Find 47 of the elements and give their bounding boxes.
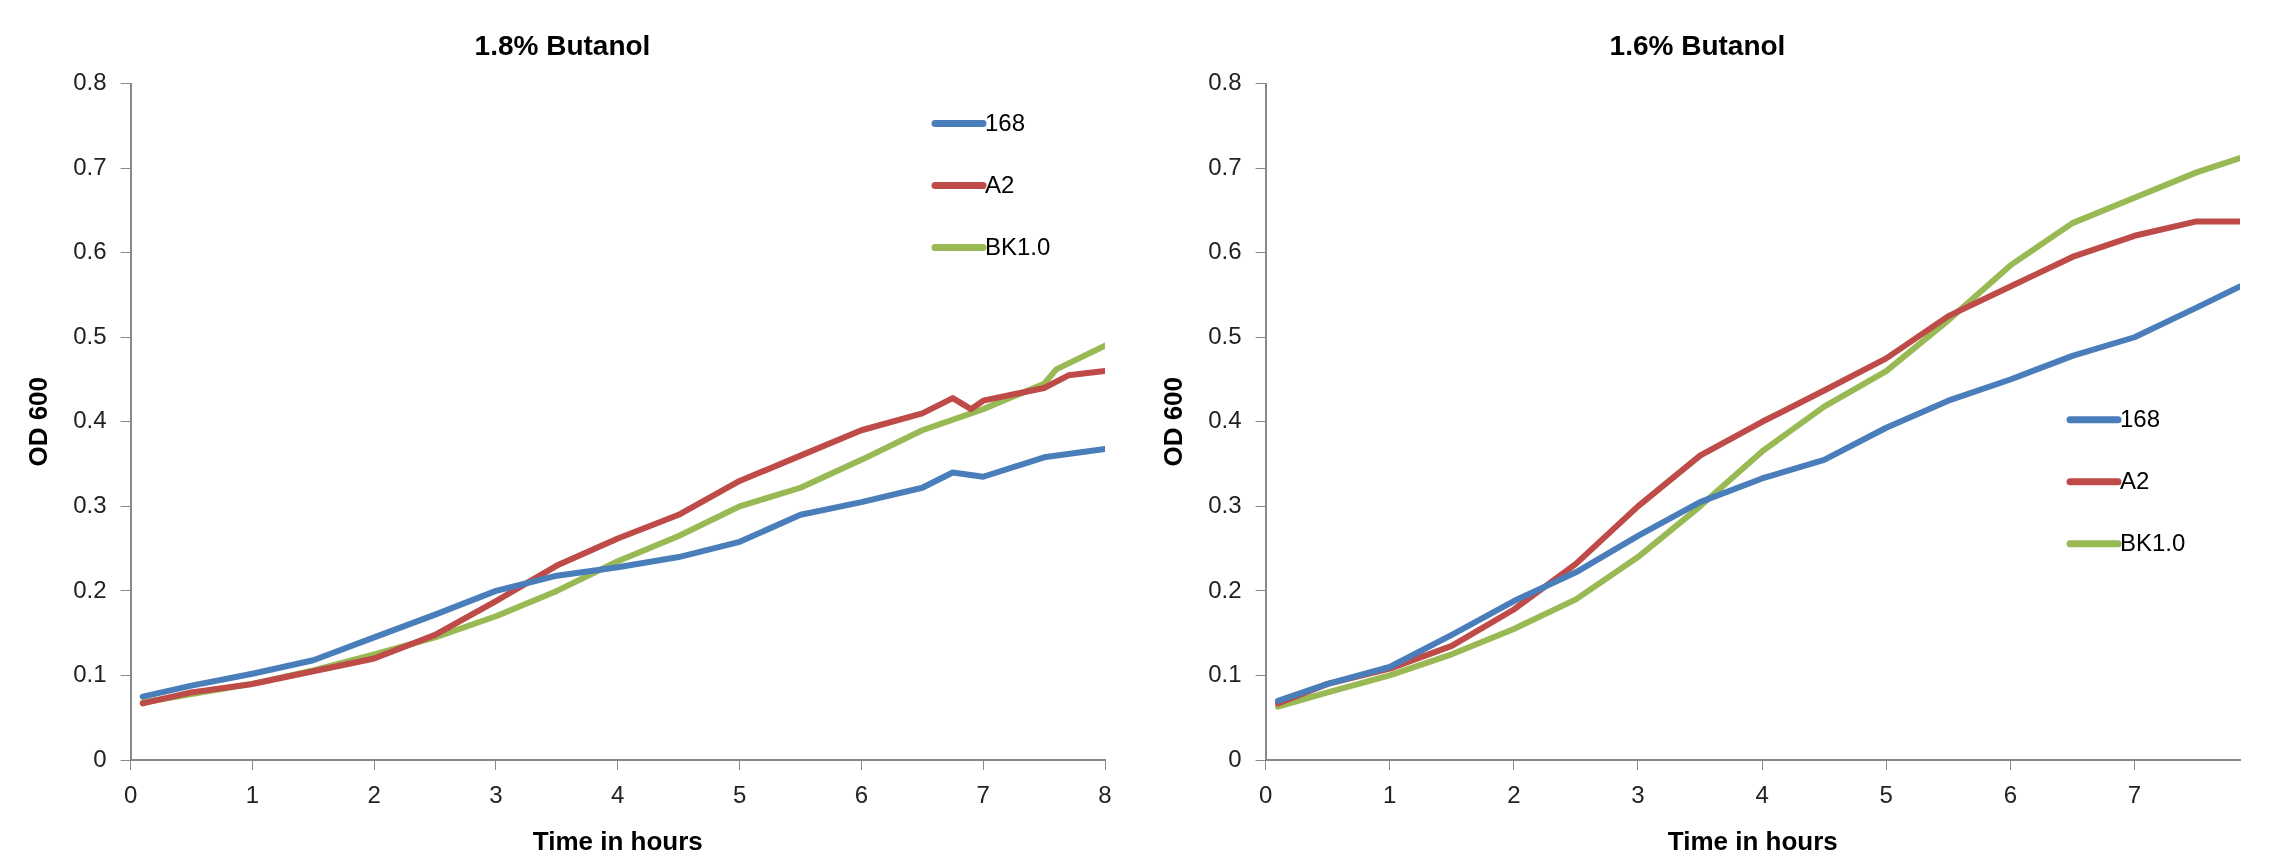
legend-label: 168 [985, 109, 1026, 137]
legend-label: A2 [2120, 467, 2150, 495]
y-tick-label: 0.8 [1208, 68, 1242, 96]
y-tick-label: 0 [93, 744, 107, 772]
x-tick-label: 5 [1879, 781, 1893, 809]
x-tick-label: 0 [1258, 781, 1273, 809]
y-tick-label: 0 [1228, 744, 1242, 772]
x-tick-label: 3 [1631, 781, 1645, 809]
x-tick-label: 1 [1383, 781, 1397, 809]
x-tick-label: 4 [611, 781, 625, 809]
y-tick-label: 0.7 [1208, 152, 1242, 180]
x-tick-label: 4 [1755, 781, 1769, 809]
legend-label: A2 [985, 171, 1015, 199]
y-tick-label: 0.1 [1208, 660, 1242, 688]
y-tick-label: 0.6 [1208, 237, 1242, 265]
y-tick-label: 0.3 [1208, 490, 1242, 518]
y-tick-label: 0.2 [1208, 575, 1242, 603]
y-tick-label: 0.5 [1208, 321, 1242, 349]
y-tick-label: 0.4 [73, 406, 107, 434]
x-axis-title: Time in hours [532, 825, 703, 856]
x-tick-label: 5 [732, 781, 747, 809]
legend-label: BK1.0 [985, 233, 1051, 261]
x-tick-label: 2 [1507, 781, 1521, 809]
x-tick-label: 2 [367, 781, 381, 809]
y-tick-label: 0.7 [73, 152, 107, 180]
y-axis-title: OD 600 [1157, 377, 1188, 467]
x-tick-label: 7 [976, 781, 990, 809]
x-tick-label: 7 [2127, 781, 2142, 809]
y-tick-label: 0.5 [73, 321, 107, 349]
x-axis-title: Time in hours [1667, 825, 1838, 856]
x-tick-label: 8 [1098, 781, 1112, 809]
x-tick-label: 3 [489, 781, 503, 809]
y-axis-title: OD 600 [22, 377, 53, 467]
y-tick-label: 0.1 [73, 660, 107, 688]
y-tick-label: 0.4 [1208, 406, 1242, 434]
legend-label: 168 [2120, 405, 2161, 433]
x-tick-label: 1 [245, 781, 260, 809]
x-tick-label: 6 [2003, 781, 2018, 809]
y-tick-label: 0.6 [73, 237, 107, 265]
y-tick-label: 0.3 [73, 490, 107, 518]
x-tick-label: 6 [854, 781, 869, 809]
chart-title: 1.8% Butanol [474, 29, 651, 61]
x-tick-label: 0 [123, 781, 138, 809]
y-tick-label: 0.2 [73, 575, 107, 603]
y-tick-label: 0.8 [73, 68, 107, 96]
legend-label: BK1.0 [2120, 529, 2186, 557]
chart-title: 1.6% Butanol [1609, 29, 1786, 61]
